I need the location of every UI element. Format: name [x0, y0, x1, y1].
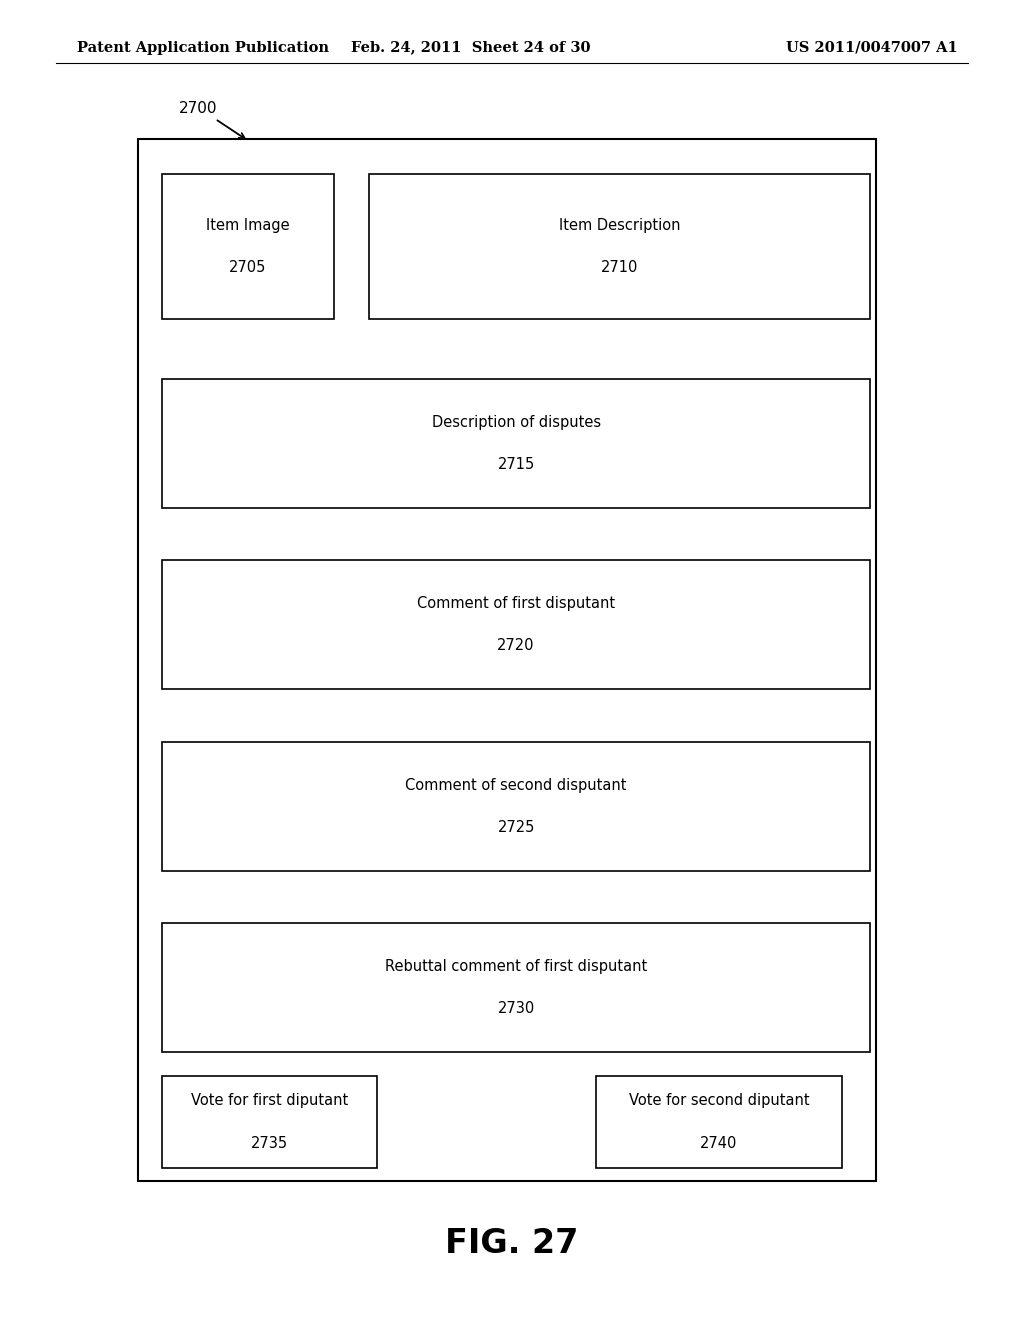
Bar: [596, 1076, 842, 1168]
Text: 2700: 2700: [179, 100, 218, 116]
Bar: [162, 1076, 377, 1168]
Bar: [162, 174, 334, 319]
Bar: [162, 923, 870, 1052]
Text: Description of disputes: Description of disputes: [431, 414, 601, 430]
Text: 2710: 2710: [601, 260, 638, 276]
Text: 2705: 2705: [229, 260, 266, 276]
Bar: [138, 139, 876, 1181]
Bar: [162, 379, 870, 508]
Text: 2735: 2735: [251, 1135, 288, 1151]
Text: 2720: 2720: [498, 638, 535, 653]
Text: Vote for second diputant: Vote for second diputant: [629, 1093, 809, 1109]
Text: Comment of first disputant: Comment of first disputant: [417, 595, 615, 611]
Text: 2740: 2740: [700, 1135, 737, 1151]
Bar: [162, 742, 870, 871]
Text: 2715: 2715: [498, 457, 535, 473]
Text: 2725: 2725: [498, 820, 535, 836]
Text: Patent Application Publication: Patent Application Publication: [77, 41, 329, 54]
Text: Item Description: Item Description: [559, 218, 680, 234]
Text: Rebuttal comment of first disputant: Rebuttal comment of first disputant: [385, 958, 647, 974]
Text: 2730: 2730: [498, 1001, 535, 1016]
Text: Item Image: Item Image: [206, 218, 290, 234]
Text: US 2011/0047007 A1: US 2011/0047007 A1: [785, 41, 957, 54]
Text: Comment of second disputant: Comment of second disputant: [406, 777, 627, 793]
Text: Feb. 24, 2011  Sheet 24 of 30: Feb. 24, 2011 Sheet 24 of 30: [351, 41, 591, 54]
Text: FIG. 27: FIG. 27: [445, 1228, 579, 1259]
Bar: [369, 174, 870, 319]
Text: Vote for first diputant: Vote for first diputant: [190, 1093, 348, 1109]
Bar: [162, 560, 870, 689]
